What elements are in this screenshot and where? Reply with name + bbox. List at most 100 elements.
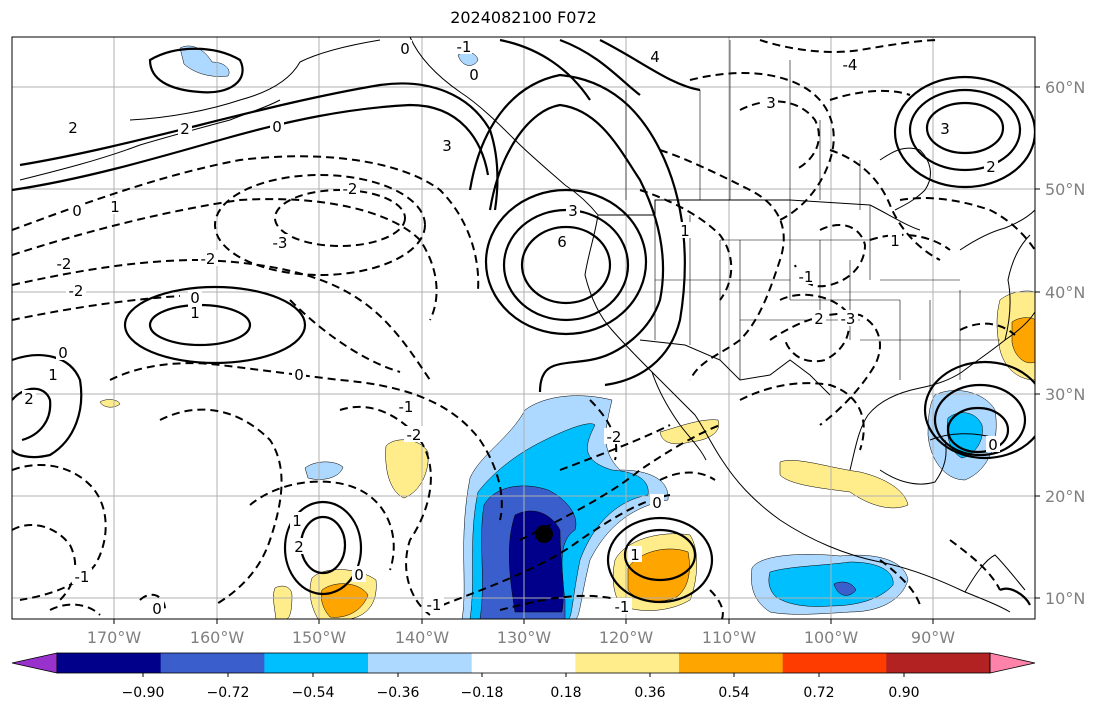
colorbar-tick-label: −0.72 bbox=[207, 685, 250, 701]
contour-label-layer: -1 0 4 -4 2 -2 3 -3 6 1 0 2 -2 -2 0 1 0 … bbox=[22, 38, 1000, 618]
contour-label: 3 bbox=[440, 136, 454, 155]
contour-label: 0 bbox=[352, 566, 366, 584]
contour-label: 1 bbox=[290, 512, 304, 530]
colorbar-segment bbox=[782, 653, 887, 673]
contour-label: 0 bbox=[70, 202, 84, 220]
colorbar-segment bbox=[679, 653, 784, 673]
lat-tick-label: 50°N bbox=[1045, 180, 1085, 199]
svg-text:0: 0 bbox=[294, 366, 304, 384]
lon-tick-label: 150°W bbox=[292, 628, 347, 647]
contour-label: 0 bbox=[467, 66, 481, 84]
svg-text:0: 0 bbox=[152, 600, 162, 618]
svg-text:0: 0 bbox=[652, 494, 662, 512]
contour-label: 0 bbox=[650, 494, 664, 512]
contour-label: 6 bbox=[555, 232, 569, 251]
state-lines bbox=[654, 200, 1000, 390]
contour-label: 0 bbox=[270, 118, 284, 136]
colorbar-tick-label: 0.90 bbox=[888, 685, 919, 701]
negative-anomaly-small-1 bbox=[304, 461, 344, 480]
negative-anomaly-deep bbox=[508, 510, 564, 613]
svg-text:0: 0 bbox=[354, 566, 364, 584]
contour-label: 3 bbox=[764, 94, 778, 112]
colorbar-tick-label: −0.90 bbox=[122, 685, 165, 701]
colorbar-segments bbox=[11, 652, 1036, 674]
contour-label: 0 bbox=[150, 600, 164, 618]
canada-provinces bbox=[625, 40, 861, 210]
svg-text:2: 2 bbox=[986, 158, 996, 176]
svg-text:1: 1 bbox=[110, 198, 120, 216]
colorbar-extend-low bbox=[11, 652, 58, 674]
colorbar-segment bbox=[471, 653, 576, 673]
colorbar-segment bbox=[264, 653, 369, 673]
contour-label: 0 bbox=[398, 40, 412, 58]
lon-labels: 170°W 160°W 150°W 140°W 130°W 120°W 110°… bbox=[87, 628, 955, 647]
svg-text:2: 2 bbox=[294, 538, 304, 556]
svg-text:-2: -2 bbox=[57, 255, 72, 273]
lon-tick-label: 90°W bbox=[911, 628, 955, 647]
contour-label: 2 bbox=[66, 118, 80, 137]
contour-label: -2 bbox=[54, 255, 74, 273]
lon-tick-label: 130°W bbox=[497, 628, 552, 647]
svg-text:3: 3 bbox=[766, 94, 776, 112]
svg-text:0: 0 bbox=[272, 118, 282, 136]
lon-tick-label: 140°W bbox=[395, 628, 450, 647]
contour-label: -2 bbox=[404, 426, 424, 444]
svg-text:-1: -1 bbox=[75, 568, 90, 586]
contour-label: 1 bbox=[628, 546, 642, 564]
colorbar-tick-label: −0.54 bbox=[292, 685, 335, 701]
svg-text:3: 3 bbox=[442, 137, 452, 155]
contour-label: -4 bbox=[840, 56, 860, 74]
contour-label: 0 bbox=[292, 366, 306, 384]
contour-label: -1 bbox=[424, 596, 444, 614]
colorbar-tick-label: 0.18 bbox=[550, 685, 581, 701]
lon-tick-label: 160°W bbox=[190, 628, 245, 647]
svg-text:-1: -1 bbox=[615, 598, 630, 616]
lon-tick-label: 110°W bbox=[702, 628, 757, 647]
svg-text:0: 0 bbox=[72, 202, 82, 220]
negative-anomaly-gulf-mid bbox=[946, 412, 983, 459]
svg-text:1: 1 bbox=[890, 232, 900, 250]
svg-text:-2: -2 bbox=[343, 180, 358, 198]
svg-text:-3: -3 bbox=[273, 234, 288, 252]
contour-label: -2 bbox=[340, 180, 360, 198]
us-mexico-border bbox=[639, 339, 831, 396]
map-panel: -1 0 4 -4 2 -2 3 -3 6 1 0 2 -2 -2 0 1 0 … bbox=[12, 37, 1035, 619]
lat-tick-label: 20°N bbox=[1045, 487, 1085, 506]
contour-label: 1 bbox=[678, 222, 692, 240]
svg-text:-2: -2 bbox=[201, 250, 216, 268]
svg-text:0: 0 bbox=[400, 40, 410, 58]
svg-text:2: 2 bbox=[814, 310, 824, 328]
positive-anomaly-4 bbox=[659, 419, 720, 445]
svg-text:-4: -4 bbox=[843, 56, 858, 74]
contour-label: 1 bbox=[46, 366, 60, 384]
contour-label: 1 bbox=[108, 198, 122, 216]
central-america bbox=[964, 554, 1026, 593]
graticule bbox=[12, 37, 1035, 619]
contour-label: -2 bbox=[604, 428, 624, 446]
svg-text:0: 0 bbox=[58, 344, 68, 362]
contour-label: 4 bbox=[648, 48, 662, 66]
colorbar-tick-label: −0.18 bbox=[461, 685, 504, 701]
baja-coast bbox=[651, 371, 707, 461]
axis-ticks bbox=[113, 86, 1040, 624]
colorbar-outline bbox=[56, 652, 991, 674]
contour-label: -2 bbox=[198, 250, 218, 268]
svg-text:0: 0 bbox=[469, 66, 479, 84]
contour-label: 3 bbox=[566, 202, 580, 220]
storm-center-marker bbox=[535, 525, 553, 543]
colorbar-ticks bbox=[142, 673, 905, 677]
colorbar-tick-label: 0.54 bbox=[718, 685, 749, 701]
svg-text:3: 3 bbox=[940, 120, 950, 138]
contour-label: 0 bbox=[986, 436, 1000, 454]
lon-tick-label: 170°W bbox=[87, 628, 142, 647]
colorbar-segment bbox=[57, 653, 162, 673]
map-title: 2024082100 F072 bbox=[450, 8, 597, 27]
positive-contours bbox=[12, 38, 1035, 606]
svg-text:0: 0 bbox=[988, 436, 998, 454]
svg-text:1: 1 bbox=[190, 304, 200, 322]
contour-label: 0 bbox=[56, 344, 70, 362]
svg-text:1: 1 bbox=[680, 222, 690, 240]
svg-text:-1: -1 bbox=[799, 268, 814, 286]
svg-text:-2: -2 bbox=[69, 282, 84, 300]
svg-text:2: 2 bbox=[68, 119, 78, 137]
